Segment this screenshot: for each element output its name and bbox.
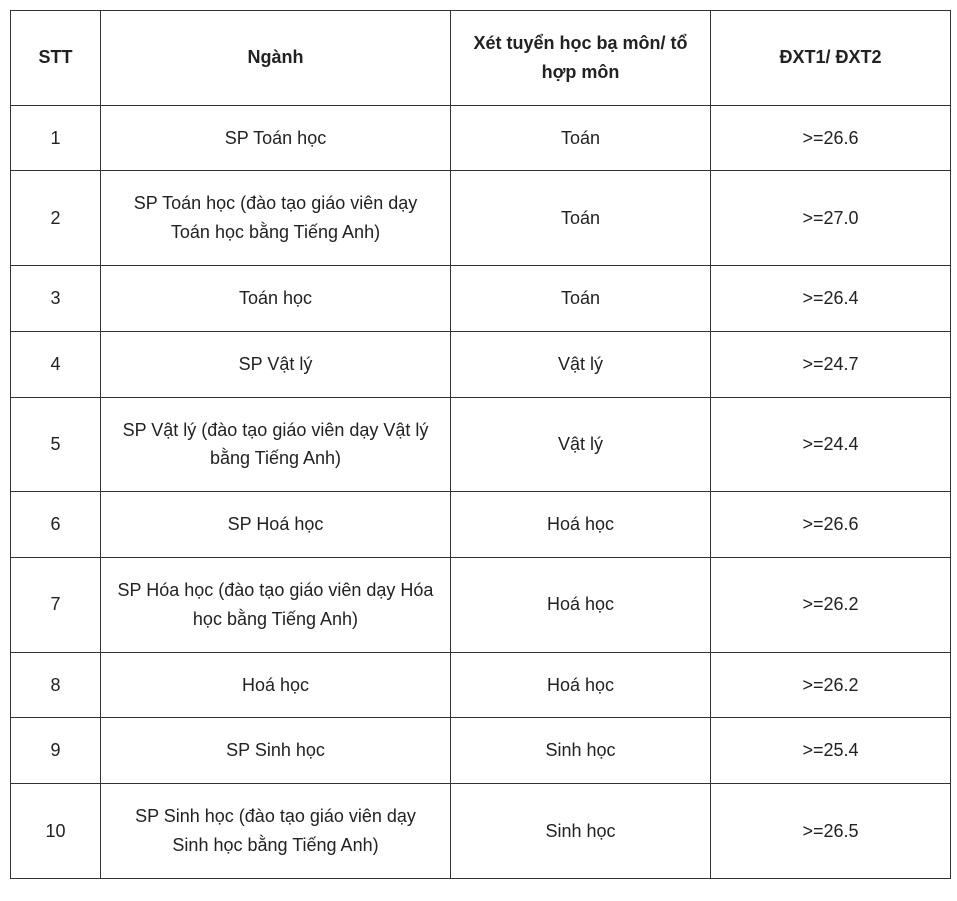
cell-nganh: SP Toán học bbox=[101, 105, 451, 171]
cell-stt: 7 bbox=[11, 557, 101, 652]
cell-stt: 9 bbox=[11, 718, 101, 784]
table-row: 7 SP Hóa học (đào tạo giáo viên dạy Hóa … bbox=[11, 557, 951, 652]
cell-mon: Toán bbox=[451, 171, 711, 266]
cell-score: >=26.4 bbox=[711, 265, 951, 331]
cell-score: >=25.4 bbox=[711, 718, 951, 784]
table-body: 1 SP Toán học Toán >=26.6 2 SP Toán học … bbox=[11, 105, 951, 878]
cell-mon: Sinh học bbox=[451, 718, 711, 784]
cell-nganh: SP Hóa học (đào tạo giáo viên dạy Hóa họ… bbox=[101, 557, 451, 652]
cell-nganh: SP Sinh học (đào tạo giáo viên dạy Sinh … bbox=[101, 784, 451, 879]
cell-stt: 1 bbox=[11, 105, 101, 171]
cell-stt: 8 bbox=[11, 652, 101, 718]
table-row: 2 SP Toán học (đào tạo giáo viên dạy Toá… bbox=[11, 171, 951, 266]
table-header-row: STT Ngành Xét tuyển học bạ môn/ tổ hợp m… bbox=[11, 11, 951, 106]
cell-score: >=27.0 bbox=[711, 171, 951, 266]
cell-stt: 4 bbox=[11, 331, 101, 397]
table-row: 8 Hoá học Hoá học >=26.2 bbox=[11, 652, 951, 718]
cell-nganh: Hoá học bbox=[101, 652, 451, 718]
cell-stt: 5 bbox=[11, 397, 101, 492]
cell-nganh: SP Hoá học bbox=[101, 492, 451, 558]
table-row: 5 SP Vật lý (đào tạo giáo viên dạy Vật l… bbox=[11, 397, 951, 492]
cell-nganh: SP Vật lý bbox=[101, 331, 451, 397]
cell-mon: Hoá học bbox=[451, 557, 711, 652]
table-row: 1 SP Toán học Toán >=26.6 bbox=[11, 105, 951, 171]
cell-nganh: SP Toán học (đào tạo giáo viên dạy Toán … bbox=[101, 171, 451, 266]
cell-score: >=26.2 bbox=[711, 652, 951, 718]
table-row: 9 SP Sinh học Sinh học >=25.4 bbox=[11, 718, 951, 784]
cell-score: >=26.6 bbox=[711, 105, 951, 171]
table-row: 6 SP Hoá học Hoá học >=26.6 bbox=[11, 492, 951, 558]
cell-mon: Vật lý bbox=[451, 397, 711, 492]
cell-nganh: SP Vật lý (đào tạo giáo viên dạy Vật lý … bbox=[101, 397, 451, 492]
cell-mon: Hoá học bbox=[451, 652, 711, 718]
col-header-stt: STT bbox=[11, 11, 101, 106]
cell-score: >=24.4 bbox=[711, 397, 951, 492]
cell-mon: Hoá học bbox=[451, 492, 711, 558]
table-header: STT Ngành Xét tuyển học bạ môn/ tổ hợp m… bbox=[11, 11, 951, 106]
cell-score: >=26.6 bbox=[711, 492, 951, 558]
cell-score: >=26.2 bbox=[711, 557, 951, 652]
cell-nganh: Toán học bbox=[101, 265, 451, 331]
cell-stt: 3 bbox=[11, 265, 101, 331]
admissions-table: STT Ngành Xét tuyển học bạ môn/ tổ hợp m… bbox=[10, 10, 951, 879]
col-header-nganh: Ngành bbox=[101, 11, 451, 106]
table-row: 3 Toán học Toán >=26.4 bbox=[11, 265, 951, 331]
col-header-mon: Xét tuyển học bạ môn/ tổ hợp môn bbox=[451, 11, 711, 106]
cell-score: >=26.5 bbox=[711, 784, 951, 879]
table-row: 4 SP Vật lý Vật lý >=24.7 bbox=[11, 331, 951, 397]
cell-mon: Toán bbox=[451, 265, 711, 331]
cell-stt: 10 bbox=[11, 784, 101, 879]
cell-mon: Sinh học bbox=[451, 784, 711, 879]
col-header-score: ĐXT1/ ĐXT2 bbox=[711, 11, 951, 106]
cell-score: >=24.7 bbox=[711, 331, 951, 397]
cell-stt: 2 bbox=[11, 171, 101, 266]
cell-stt: 6 bbox=[11, 492, 101, 558]
cell-mon: Toán bbox=[451, 105, 711, 171]
cell-nganh: SP Sinh học bbox=[101, 718, 451, 784]
cell-mon: Vật lý bbox=[451, 331, 711, 397]
table-row: 10 SP Sinh học (đào tạo giáo viên dạy Si… bbox=[11, 784, 951, 879]
